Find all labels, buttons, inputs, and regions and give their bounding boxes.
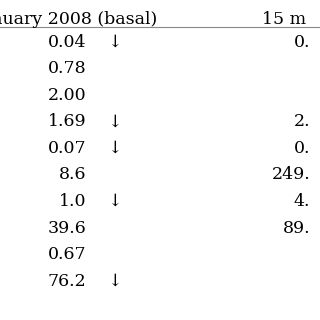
Text: 2.: 2. <box>294 113 310 130</box>
Text: 0.: 0. <box>294 140 310 157</box>
Text: ↓: ↓ <box>107 34 122 51</box>
Text: 15 m: 15 m <box>262 11 307 28</box>
Text: 39.6: 39.6 <box>48 220 86 236</box>
Text: January 2008 (basal): January 2008 (basal) <box>0 11 158 28</box>
Text: 0.04: 0.04 <box>48 34 86 51</box>
Text: ↓: ↓ <box>107 193 122 210</box>
Text: 0.78: 0.78 <box>48 60 86 77</box>
Text: 1.0: 1.0 <box>59 193 86 210</box>
Text: 0.67: 0.67 <box>48 246 86 263</box>
Text: 8.6: 8.6 <box>59 166 86 183</box>
Text: ↓: ↓ <box>107 140 122 157</box>
Text: ↓: ↓ <box>107 113 122 130</box>
Text: 2.00: 2.00 <box>48 87 86 104</box>
Text: 0.07: 0.07 <box>48 140 86 157</box>
Text: ↓: ↓ <box>107 273 122 290</box>
Text: 1.69: 1.69 <box>48 113 86 130</box>
Text: 4.: 4. <box>294 193 310 210</box>
Text: 249.: 249. <box>272 166 310 183</box>
Text: 76.2: 76.2 <box>48 273 86 290</box>
Text: 0.: 0. <box>294 34 310 51</box>
Text: 89.: 89. <box>283 220 310 236</box>
